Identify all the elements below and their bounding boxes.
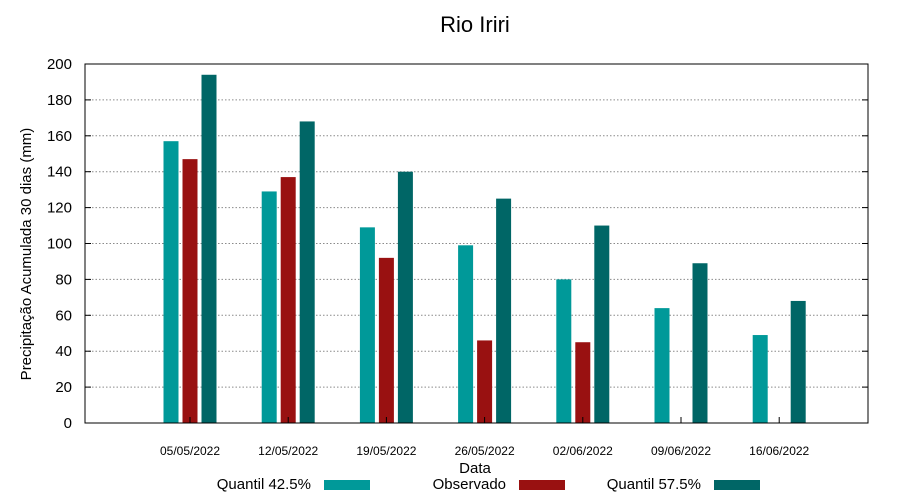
legend-label: Quantil 42.5% (217, 476, 311, 493)
y-tick-label: 40 (55, 343, 72, 360)
y-tick-label: 80 (55, 271, 72, 288)
bar (575, 342, 591, 423)
x-tick-label: 19/05/2022 (356, 444, 416, 458)
x-tick-label: 02/06/2022 (553, 444, 613, 458)
x-tick-label: 16/06/2022 (749, 444, 809, 458)
legend: Quantil 42.5% Observado Quantil 57.5% (217, 476, 760, 493)
bars (163, 74, 806, 424)
bar (397, 171, 413, 423)
legend-swatch (714, 480, 760, 490)
bar (594, 225, 610, 423)
x-tick-label: 12/05/2022 (258, 444, 318, 458)
x-tick-label: 09/06/2022 (651, 444, 711, 458)
y-axis-ticks: 0 20 40 60 80 100 120 140 160 180 200 (47, 56, 868, 432)
legend-swatch (324, 480, 370, 490)
legend-swatch (519, 480, 565, 490)
bar (182, 159, 198, 423)
bar (790, 300, 806, 423)
bar (359, 227, 375, 423)
x-tick-label: 05/05/2022 (160, 444, 220, 458)
y-tick-label: 20 (55, 379, 72, 396)
legend-label: Observado (433, 476, 506, 493)
bar (261, 191, 277, 423)
bar (496, 198, 512, 423)
x-axis-label: Data (459, 460, 491, 477)
bar (378, 257, 394, 423)
bar (163, 141, 179, 423)
y-tick-label: 200 (47, 56, 72, 73)
bar (692, 263, 708, 423)
y-tick-label: 180 (47, 92, 72, 109)
y-axis-label: Precipitação Acumulada 30 dias (mm) (18, 128, 35, 381)
bar (280, 177, 296, 423)
y-tick-label: 100 (47, 236, 72, 253)
y-tick-label: 120 (47, 200, 72, 217)
y-tick-label: 160 (47, 128, 72, 145)
bar (299, 121, 315, 423)
x-tick-label: 26/05/2022 (455, 444, 515, 458)
x-axis-ticks: 05/05/2022 12/05/2022 19/05/2022 26/05/2022… (160, 417, 810, 458)
y-tick-label: 60 (55, 307, 72, 324)
bar (477, 340, 493, 423)
bar (752, 335, 768, 423)
bar (458, 245, 474, 423)
bar (556, 279, 572, 423)
y-tick-label: 140 (47, 164, 72, 181)
y-tick-label: 0 (64, 415, 72, 432)
bar (201, 74, 217, 424)
bar (654, 308, 670, 423)
legend-label: Quantil 57.5% (607, 476, 701, 493)
chart-title: Rio Iriri (440, 12, 510, 37)
